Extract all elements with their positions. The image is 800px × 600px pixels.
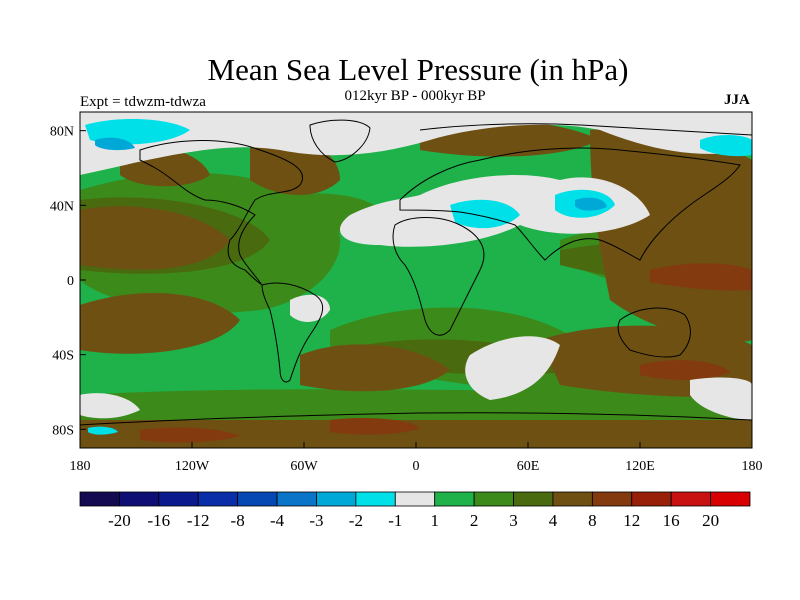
map-subtitle: 012kyr BP - 000kyr BP — [344, 88, 486, 104]
colorbar-label: 2 — [470, 511, 479, 530]
colorbar-swatch — [237, 491, 278, 507]
colorbar-label: 20 — [702, 511, 719, 530]
x-tick-label: 180 — [742, 459, 763, 474]
colorbar-swatch — [473, 491, 514, 507]
pressure-anomaly-field — [80, 112, 752, 448]
colorbar-swatch — [591, 491, 633, 507]
coast-greenland — [309, 119, 371, 163]
x-tick-label: 120W — [175, 459, 210, 474]
colorbar-swatch — [394, 491, 436, 507]
colorbar-label: 3 — [509, 511, 518, 530]
colorbar-swatch — [355, 491, 396, 507]
coast-antarctica — [80, 412, 752, 426]
field-negative — [85, 118, 752, 435]
colorbar-label: -8 — [231, 511, 245, 530]
coastlines — [80, 119, 752, 426]
colorbar-label: -12 — [187, 511, 210, 530]
y-tick-label: 0 — [67, 274, 74, 289]
season-label: JJA — [724, 92, 750, 108]
colorbar: -20 -16 -12 -8 -4 -3 -2 -1 1 2 3 4 8 12 16 20 — [79, 491, 751, 530]
colorbar-label: 16 — [663, 511, 680, 530]
colorbar-label: -3 — [309, 511, 323, 530]
colorbar-swatch — [119, 491, 160, 507]
colorbar-label: -20 — [108, 511, 131, 530]
x-tick-label: 120E — [625, 459, 655, 474]
colorbar-label: -2 — [349, 511, 363, 530]
colorbar-label: 12 — [623, 511, 640, 530]
y-tick-label: 80N — [50, 125, 74, 140]
y-tick-label: 40N — [50, 199, 74, 214]
coast-africa — [392, 217, 485, 336]
colorbar-swatch — [710, 491, 751, 507]
colorbar-label: -4 — [270, 511, 285, 530]
colorbar-swatch — [79, 491, 120, 507]
x-tick-label: 180 — [70, 459, 91, 474]
colorbar-swatch — [276, 491, 317, 507]
colorbar-swatch — [434, 491, 475, 507]
y-tick-label: 40S — [52, 349, 74, 364]
coast-australia — [617, 307, 691, 358]
colorbar-swatch — [513, 491, 554, 507]
colorbar-swatch — [631, 491, 672, 507]
coast-eurasia — [399, 147, 741, 261]
coast-south-america — [261, 282, 324, 383]
colorbar-label: -16 — [147, 511, 170, 530]
coast-north-america — [139, 140, 303, 286]
colorbar-label: -1 — [388, 511, 402, 530]
colorbar-label: 1 — [430, 511, 439, 530]
colorbar-label: 8 — [588, 511, 597, 530]
coast-arctic — [419, 123, 752, 136]
colorbar-label: 4 — [549, 511, 558, 530]
colorbar-swatch — [158, 491, 199, 507]
colorbar-swatch — [552, 491, 593, 507]
x-tick-label: 60W — [290, 459, 318, 474]
y-tick-label: 80S — [52, 423, 74, 438]
experiment-label: Expt = tdwzm-tdwza — [80, 94, 206, 110]
map-title: Mean Sea Level Pressure (in hPa) — [207, 52, 629, 87]
x-axis-ticks: 180 120W 60W 0 60E 120E 180 — [70, 442, 763, 474]
colorbar-swatch — [197, 491, 239, 507]
y-axis-ticks: 80N 40N 0 40S 80S — [50, 125, 86, 438]
x-tick-label: 60E — [517, 459, 540, 474]
colorbar-swatch — [670, 491, 711, 507]
x-tick-label: 0 — [413, 459, 420, 474]
field-brown-red — [140, 263, 752, 443]
colorbar-swatch — [316, 491, 357, 507]
